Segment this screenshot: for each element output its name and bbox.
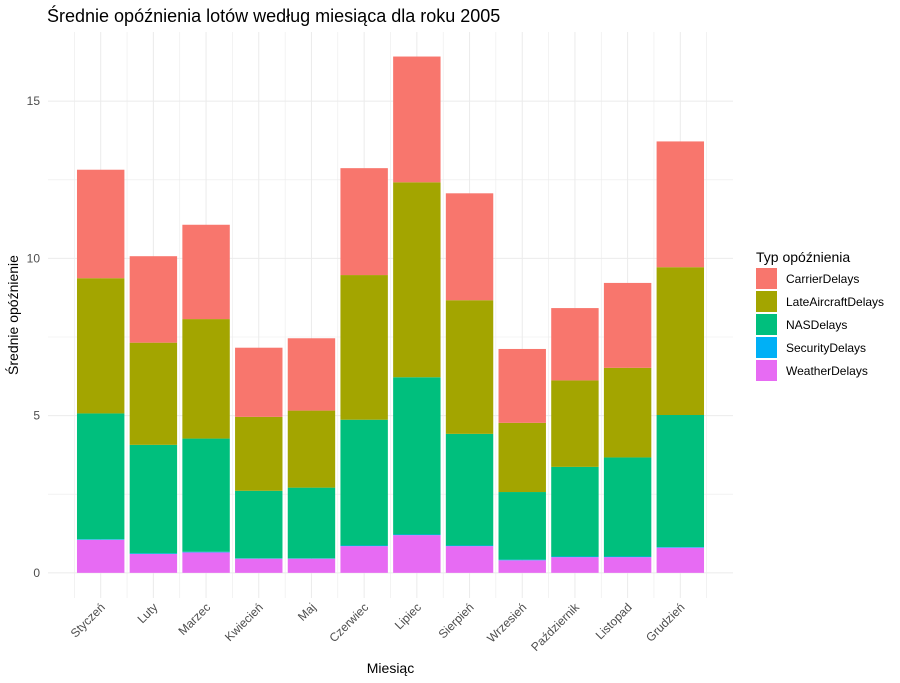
bar-WeatherDelays-1 bbox=[129, 553, 178, 573]
x-tick-label: Sierpień bbox=[436, 600, 477, 641]
bar-LateAircraftDelays-0 bbox=[76, 278, 125, 414]
bar-NASDelays-6 bbox=[393, 377, 441, 535]
bar-LateAircraftDelays-11 bbox=[656, 267, 705, 415]
bar-NASDelays-3 bbox=[235, 490, 283, 559]
bar-SecurityDelays-2 bbox=[182, 551, 230, 553]
bar-CarrierDelays-7 bbox=[445, 193, 494, 301]
bar-NASDelays-11 bbox=[656, 414, 705, 548]
legend-label: LateAircraftDelays bbox=[786, 295, 884, 309]
bar-SecurityDelays-8 bbox=[498, 559, 546, 561]
bar-SecurityDelays-9 bbox=[551, 556, 599, 558]
bar-CarrierDelays-2 bbox=[182, 224, 230, 320]
bar-WeatherDelays-6 bbox=[393, 535, 441, 573]
bar-WeatherDelays-5 bbox=[340, 546, 388, 573]
bar-WeatherDelays-7 bbox=[445, 546, 494, 573]
bar-NASDelays-2 bbox=[182, 438, 230, 552]
y-tick-label: 10 bbox=[27, 251, 41, 265]
legend-label: NASDelays bbox=[786, 318, 847, 332]
y-axis-title: Średnie opóźnienie bbox=[4, 255, 21, 375]
bar-WeatherDelays-3 bbox=[235, 558, 283, 573]
bars bbox=[76, 56, 705, 573]
x-tick-label: Lipiec bbox=[392, 600, 424, 632]
bar-NASDelays-5 bbox=[340, 419, 388, 546]
bar-WeatherDelays-4 bbox=[287, 558, 336, 573]
bar-LateAircraftDelays-7 bbox=[445, 300, 494, 434]
bar-WeatherDelays-11 bbox=[656, 547, 705, 573]
bar-SecurityDelays-5 bbox=[340, 545, 388, 547]
legend-swatch-NASDelays bbox=[756, 314, 777, 335]
bar-NASDelays-8 bbox=[498, 492, 546, 560]
bar-LateAircraftDelays-8 bbox=[498, 422, 546, 493]
bar-CarrierDelays-1 bbox=[129, 256, 178, 343]
bar-LateAircraftDelays-10 bbox=[603, 367, 652, 458]
bar-NASDelays-0 bbox=[76, 413, 125, 540]
bar-LateAircraftDelays-1 bbox=[129, 342, 178, 445]
legend-swatch-CarrierDelays bbox=[756, 268, 777, 289]
chart-title: Średnie opóźnienia lotów według miesiąca… bbox=[47, 6, 501, 26]
bar-SecurityDelays-10 bbox=[603, 556, 652, 558]
bar-SecurityDelays-11 bbox=[656, 547, 705, 548]
bar-CarrierDelays-10 bbox=[603, 282, 652, 368]
bar-LateAircraftDelays-3 bbox=[235, 416, 283, 491]
x-tick-label: Maj bbox=[295, 600, 319, 624]
x-axis-title: Miesiąc bbox=[367, 660, 414, 676]
bar-NASDelays-10 bbox=[603, 457, 652, 557]
legend: Typ opóźnienia CarrierDelays LateAircraft… bbox=[756, 249, 884, 381]
legend-swatch-WeatherDelays bbox=[756, 360, 777, 381]
legend-swatch-LateAircraftDelays bbox=[756, 291, 777, 312]
y-tick-label: 15 bbox=[27, 94, 41, 108]
bar-LateAircraftDelays-6 bbox=[393, 182, 441, 378]
bar-CarrierDelays-0 bbox=[76, 169, 125, 279]
bar-LateAircraftDelays-9 bbox=[551, 380, 599, 467]
bar-LateAircraftDelays-4 bbox=[287, 410, 336, 488]
bar-WeatherDelays-0 bbox=[76, 539, 125, 573]
legend-label: CarrierDelays bbox=[786, 272, 859, 286]
bar-WeatherDelays-9 bbox=[551, 557, 599, 573]
x-tick-label: Listopad bbox=[593, 600, 635, 642]
bar-CarrierDelays-4 bbox=[287, 338, 336, 411]
bar-NASDelays-9 bbox=[551, 466, 599, 557]
bar-SecurityDelays-1 bbox=[129, 553, 178, 554]
bar-CarrierDelays-11 bbox=[656, 141, 705, 268]
x-tick-label: Marzec bbox=[175, 600, 213, 638]
bar-SecurityDelays-7 bbox=[445, 545, 494, 547]
x-tick-label: Luty bbox=[135, 600, 161, 626]
bar-SecurityDelays-0 bbox=[76, 539, 125, 540]
bar-NASDelays-7 bbox=[445, 433, 494, 546]
bar-NASDelays-1 bbox=[129, 444, 178, 554]
x-tick-label: Czerwiec bbox=[326, 600, 371, 645]
x-tick-label: Październik bbox=[528, 600, 582, 654]
x-axis-ticks: Styczeń Luty Marzec Kwiecień Maj Czerwiec Lipi… bbox=[68, 600, 688, 654]
bar-CarrierDelays-8 bbox=[498, 348, 546, 423]
y-tick-label: 5 bbox=[33, 409, 40, 423]
legend-title: Typ opóźnienia bbox=[756, 249, 850, 265]
bar-CarrierDelays-9 bbox=[551, 308, 599, 381]
x-tick-label: Wrzesień bbox=[484, 600, 529, 645]
bar-LateAircraftDelays-5 bbox=[340, 275, 388, 420]
x-tick-label: Grudzień bbox=[643, 600, 687, 644]
bar-WeatherDelays-10 bbox=[603, 557, 652, 573]
bar-CarrierDelays-6 bbox=[393, 56, 441, 183]
bar-NASDelays-4 bbox=[287, 487, 336, 559]
legend-label: SecurityDelays bbox=[786, 341, 866, 355]
bar-LateAircraftDelays-2 bbox=[182, 319, 230, 439]
y-axis-ticks: 0 5 10 15 bbox=[27, 94, 41, 580]
bar-WeatherDelays-2 bbox=[182, 552, 230, 573]
legend-label: WeatherDelays bbox=[786, 364, 868, 378]
bar-SecurityDelays-6 bbox=[393, 534, 441, 536]
x-tick-label: Styczeń bbox=[68, 600, 108, 640]
legend-swatch-SecurityDelays bbox=[756, 337, 777, 358]
bar-CarrierDelays-3 bbox=[235, 347, 283, 417]
bar-CarrierDelays-5 bbox=[340, 168, 388, 276]
y-tick-label: 0 bbox=[33, 566, 40, 580]
x-tick-label: Kwiecień bbox=[222, 600, 266, 644]
bar-WeatherDelays-8 bbox=[498, 560, 546, 573]
